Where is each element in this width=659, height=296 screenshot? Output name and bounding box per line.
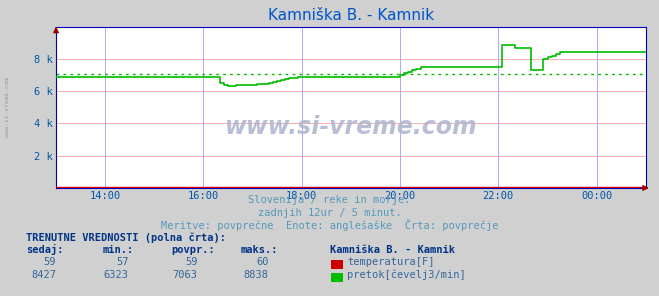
Text: www.si-vreme.com: www.si-vreme.com [225,115,477,139]
Text: 59: 59 [185,257,198,267]
Text: pretok[čevelj3/min]: pretok[čevelj3/min] [347,269,466,280]
Text: 59: 59 [43,257,56,267]
Text: TRENUTNE VREDNOSTI (polna črta):: TRENUTNE VREDNOSTI (polna črta): [26,233,226,243]
Text: 8838: 8838 [244,270,269,280]
Title: Kamniška B. - Kamnik: Kamniška B. - Kamnik [268,8,434,23]
Text: 6323: 6323 [103,270,129,280]
Text: maks.:: maks.: [241,245,278,255]
Text: 60: 60 [256,257,269,267]
Text: 57: 57 [116,257,129,267]
Text: 7063: 7063 [173,270,198,280]
Text: Slovenija / reke in morje.: Slovenija / reke in morje. [248,195,411,205]
Text: sedaj:: sedaj: [26,244,64,255]
Text: 8427: 8427 [31,270,56,280]
Text: www.si-vreme.com: www.si-vreme.com [5,77,11,136]
Text: temperatura[F]: temperatura[F] [347,257,435,267]
Text: Kamniška B. - Kamnik: Kamniška B. - Kamnik [330,245,455,255]
Text: povpr.:: povpr.: [171,245,215,255]
Text: min.:: min.: [102,245,133,255]
Text: Meritve: povprečne  Enote: anglešaške  Črta: povprečje: Meritve: povprečne Enote: anglešaške Črt… [161,218,498,231]
Text: zadnjih 12ur / 5 minut.: zadnjih 12ur / 5 minut. [258,208,401,218]
